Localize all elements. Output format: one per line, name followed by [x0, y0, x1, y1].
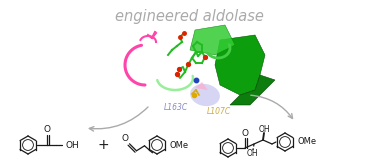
Text: +: +: [97, 138, 109, 152]
Text: O: O: [242, 129, 248, 137]
Ellipse shape: [190, 84, 220, 106]
FancyArrowPatch shape: [89, 107, 148, 131]
Polygon shape: [195, 82, 208, 90]
Text: OH: OH: [246, 150, 258, 158]
Text: OH: OH: [258, 125, 270, 135]
Text: OH: OH: [66, 140, 80, 150]
Text: L163C: L163C: [164, 103, 188, 112]
Polygon shape: [190, 25, 235, 55]
Polygon shape: [215, 35, 265, 95]
Polygon shape: [230, 75, 275, 105]
Text: O: O: [43, 125, 51, 135]
Text: engineered aldolase: engineered aldolase: [115, 9, 263, 24]
Text: O: O: [122, 134, 129, 143]
FancyArrowPatch shape: [251, 95, 293, 118]
Text: OMe: OMe: [169, 140, 188, 150]
Text: L107C: L107C: [207, 107, 231, 116]
Text: OMe: OMe: [297, 137, 316, 146]
